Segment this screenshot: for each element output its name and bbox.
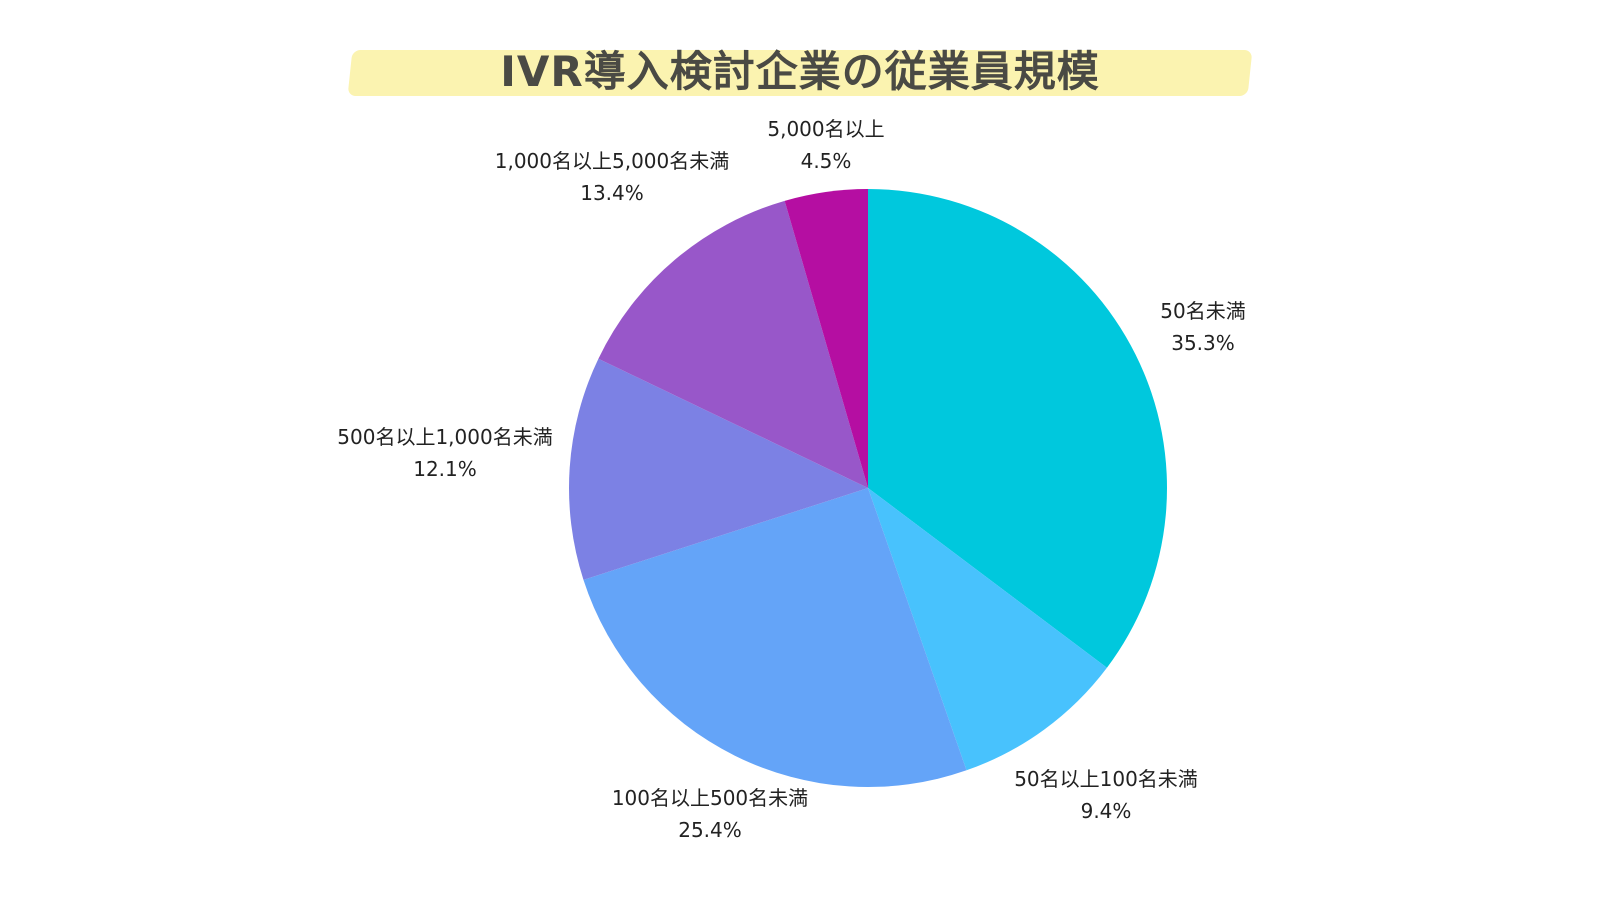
pie-slice — [868, 488, 1107, 771]
slice-name-label: 500名以上1,000名未満 — [337, 425, 552, 449]
slice-value-label: 13.4% — [580, 181, 644, 205]
slice-value-label: 35.3% — [1171, 331, 1235, 355]
pie-slice — [598, 200, 868, 488]
slice-value-label: 12.1% — [413, 457, 477, 481]
slice-name-label: 5,000名以上 — [767, 117, 884, 141]
pie-slice — [568, 358, 868, 580]
chart-title: IVR導入検討企業の従業員規模 — [500, 47, 1100, 96]
pie-slice — [784, 189, 868, 488]
pie-slice — [583, 488, 967, 787]
pie-slice — [868, 189, 1167, 668]
slice-name-label: 50名未満 — [1160, 299, 1245, 323]
slice-value-label: 4.5% — [801, 149, 852, 173]
slice-name-label: 100名以上500名未満 — [612, 786, 808, 810]
slice-value-label: 25.4% — [678, 818, 742, 842]
slice-name-label: 1,000名以上5,000名未満 — [495, 149, 730, 173]
slice-name-label: 50名以上100名未満 — [1014, 767, 1198, 791]
slice-value-label: 9.4% — [1081, 799, 1132, 823]
